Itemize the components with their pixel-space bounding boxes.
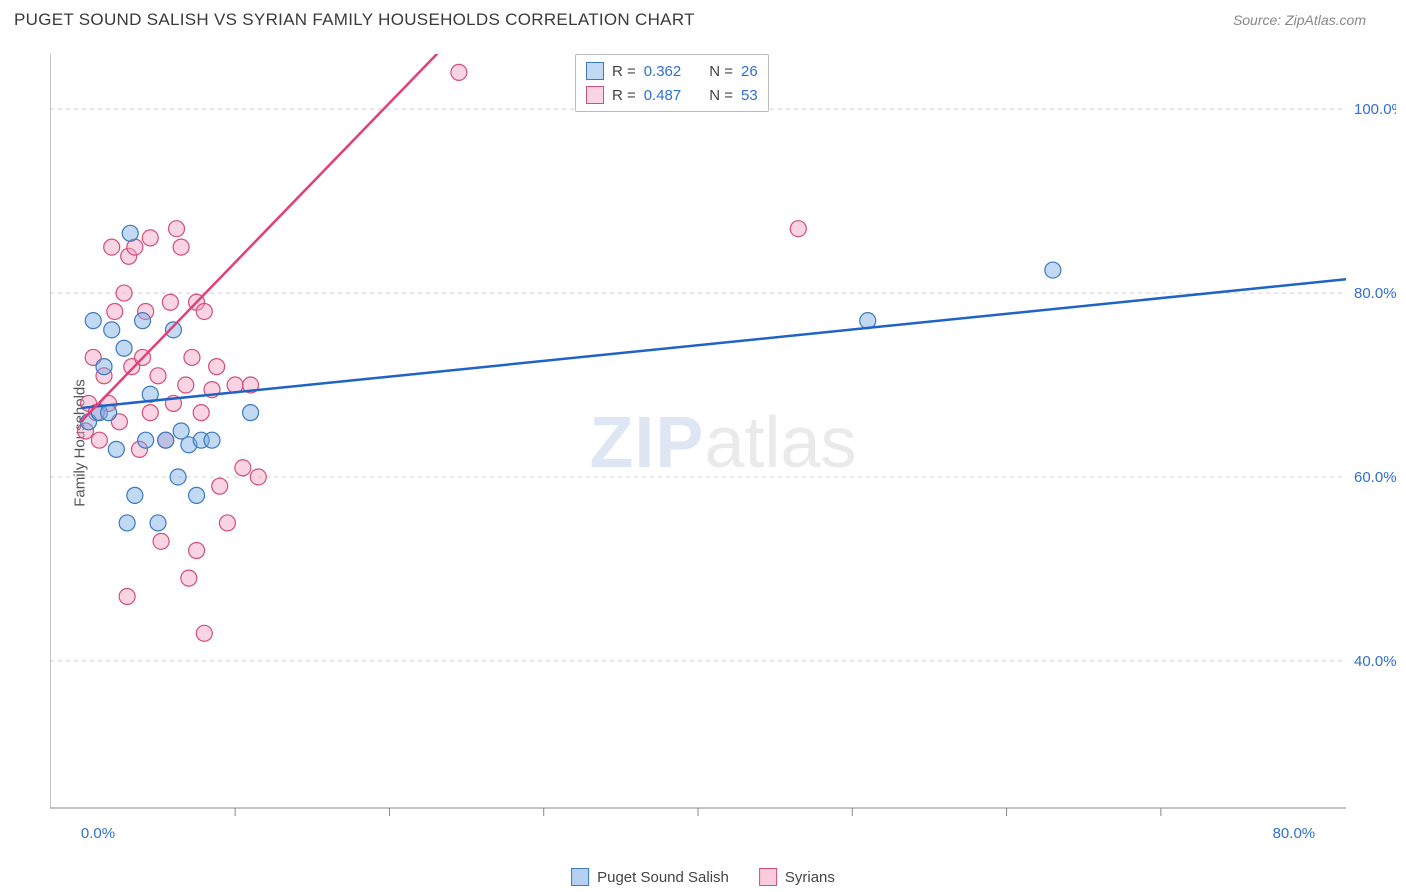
- svg-text:0.0%: 0.0%: [81, 825, 115, 838]
- n-label: N =: [709, 63, 733, 80]
- point-marker: [85, 313, 101, 329]
- point-marker: [119, 589, 135, 605]
- point-marker: [196, 303, 212, 319]
- n-value: 53: [741, 87, 758, 104]
- point-marker: [790, 221, 806, 237]
- point-marker: [173, 239, 189, 255]
- point-marker: [108, 441, 124, 457]
- chart-source: Source: ZipAtlas.com: [1233, 12, 1366, 28]
- svg-text:100.0%: 100.0%: [1354, 101, 1396, 118]
- point-marker: [104, 322, 120, 338]
- point-marker: [96, 359, 112, 375]
- point-marker: [250, 469, 266, 485]
- n-value: 26: [741, 63, 758, 80]
- legend-item: Syrians: [759, 868, 835, 886]
- n-label: N =: [709, 87, 733, 104]
- chart-container: Family Households 40.0%60.0%80.0%100.0%0…: [50, 48, 1396, 838]
- svg-text:60.0%: 60.0%: [1354, 469, 1396, 486]
- point-marker: [162, 294, 178, 310]
- legend-item: Puget Sound Salish: [571, 868, 729, 886]
- point-marker: [451, 64, 467, 80]
- point-marker: [204, 432, 220, 448]
- r-value: 0.362: [644, 63, 682, 80]
- legend-label: Syrians: [785, 869, 835, 886]
- point-marker: [150, 515, 166, 531]
- point-marker: [170, 469, 186, 485]
- point-marker: [165, 322, 181, 338]
- correlation-legend: R = 0.362 N = 26 R = 0.487 N = 53: [575, 54, 769, 112]
- point-marker: [209, 359, 225, 375]
- point-marker: [169, 221, 185, 237]
- point-marker: [119, 515, 135, 531]
- point-marker: [127, 487, 143, 503]
- point-marker: [135, 313, 151, 329]
- svg-text:80.0%: 80.0%: [1273, 825, 1316, 838]
- point-marker: [142, 230, 158, 246]
- point-marker: [219, 515, 235, 531]
- point-marker: [193, 405, 209, 421]
- legend-swatch: [586, 86, 604, 104]
- legend-row: R = 0.487 N = 53: [586, 83, 758, 107]
- point-marker: [189, 543, 205, 559]
- point-marker: [243, 405, 259, 421]
- point-marker: [158, 432, 174, 448]
- trend-line: [81, 279, 1346, 408]
- legend-swatch: [571, 868, 589, 886]
- chart-title: PUGET SOUND SALISH VS SYRIAN FAMILY HOUS…: [14, 10, 695, 30]
- scatter-plot: 40.0% 60.0% 80.0% 100.0% 0.0% 80.0%: [50, 48, 1396, 838]
- point-marker: [189, 487, 205, 503]
- point-marker: [196, 625, 212, 641]
- chart-header: PUGET SOUND SALISH VS SYRIAN FAMILY HOUS…: [0, 0, 1406, 35]
- point-marker: [212, 478, 228, 494]
- point-marker: [107, 303, 123, 319]
- svg-text:80.0%: 80.0%: [1354, 285, 1396, 302]
- legend-row: R = 0.362 N = 26: [586, 59, 758, 83]
- r-label: R =: [612, 87, 636, 104]
- point-marker: [138, 432, 154, 448]
- point-marker: [153, 533, 169, 549]
- point-marker: [116, 285, 132, 301]
- point-marker: [184, 349, 200, 365]
- svg-text:40.0%: 40.0%: [1354, 653, 1396, 670]
- point-marker: [116, 340, 132, 356]
- point-marker: [122, 225, 138, 241]
- legend-swatch: [759, 868, 777, 886]
- point-marker: [1045, 262, 1061, 278]
- point-marker: [181, 570, 197, 586]
- point-marker: [150, 368, 166, 384]
- r-label: R =: [612, 63, 636, 80]
- point-marker: [142, 405, 158, 421]
- series-legend: Puget Sound Salish Syrians: [571, 868, 835, 886]
- legend-swatch: [586, 62, 604, 80]
- legend-label: Puget Sound Salish: [597, 869, 729, 886]
- point-marker: [91, 432, 107, 448]
- point-marker: [178, 377, 194, 393]
- r-value: 0.487: [644, 87, 682, 104]
- point-marker: [104, 239, 120, 255]
- point-marker: [235, 460, 251, 476]
